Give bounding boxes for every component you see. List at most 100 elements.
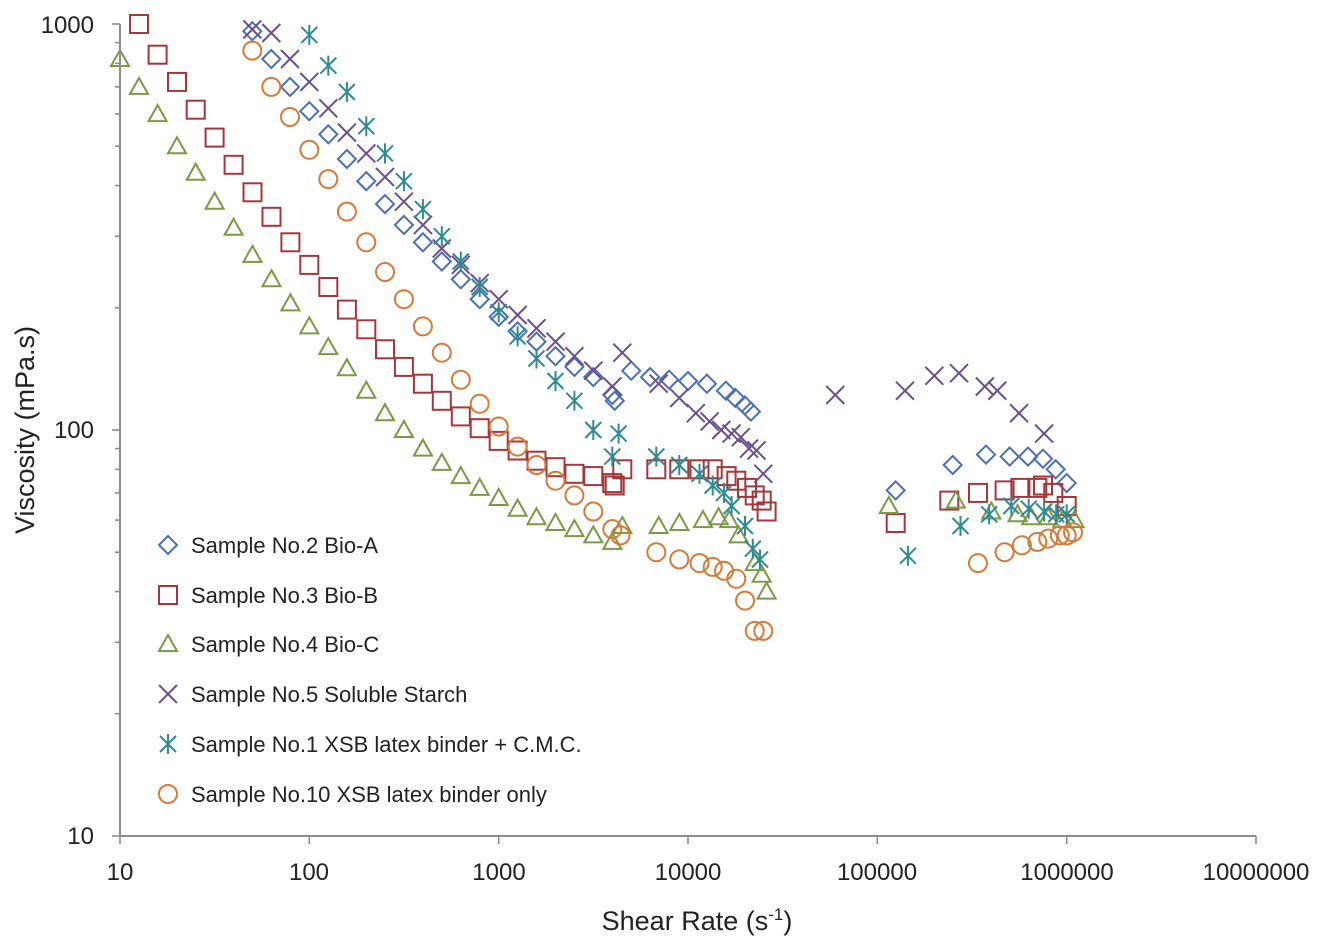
point-s3-25 <box>711 420 732 440</box>
legend-label-3: Sample No.5 Soluble Starch <box>191 682 467 707</box>
point-s5-28 <box>744 620 765 641</box>
point-s2-37 <box>878 494 900 514</box>
point-s4-7 <box>433 226 451 247</box>
point-s5-3 <box>299 139 320 160</box>
point-s2-17 <box>431 451 453 471</box>
point-s0-1 <box>260 48 282 70</box>
point-s3-6 <box>356 143 377 164</box>
legend-label-5: Sample No.10 XSB latex binder only <box>191 782 547 807</box>
point-s5-26 <box>726 568 747 589</box>
point-s4-2 <box>338 82 356 102</box>
point-s1-3 <box>185 99 206 120</box>
point-s1-6 <box>242 182 263 203</box>
point-s3-3 <box>299 72 320 92</box>
point-s5-15 <box>526 455 547 475</box>
point-s4-27 <box>899 545 917 566</box>
point-s4-10 <box>489 302 508 323</box>
point-s3-32 <box>895 380 915 401</box>
point-s3-15 <box>526 318 547 339</box>
point-s3-23 <box>686 403 706 423</box>
point-s3-16 <box>545 331 566 352</box>
point-s0-21 <box>620 360 642 382</box>
point-s4-23 <box>722 496 741 516</box>
point-s3-8 <box>394 191 414 212</box>
point-s4-4 <box>376 143 394 164</box>
point-s0-9 <box>412 231 434 253</box>
point-s0-12 <box>469 288 491 310</box>
x-tick-label-1000000: 1000000 <box>1020 859 1113 886</box>
point-s5-10 <box>431 342 452 363</box>
point-s4-25 <box>744 538 762 559</box>
legend-label-0: Sample No.2 Bio-A <box>191 533 378 558</box>
point-s4-18 <box>647 446 666 467</box>
point-s2-31 <box>707 506 730 526</box>
point-s1-26 <box>604 475 625 496</box>
point-s2-8 <box>260 268 283 288</box>
series-3 <box>242 19 1054 484</box>
point-s3-34 <box>949 363 969 383</box>
point-s4-14 <box>565 390 584 411</box>
point-s0-27 <box>724 387 746 409</box>
point-s5-32 <box>1011 535 1032 556</box>
point-s0-22 <box>639 366 661 388</box>
point-s4-21 <box>703 475 722 496</box>
point-s1-37 <box>756 501 777 522</box>
point-s0-35 <box>1032 448 1054 470</box>
point-s1-36 <box>751 490 772 511</box>
point-s1-2 <box>167 71 187 92</box>
x-axis-labels: 10 100 1000 10000 100000 1000000 1000000… <box>107 859 1310 886</box>
point-s3-38 <box>1034 423 1054 444</box>
point-s2-3 <box>166 135 188 155</box>
y-axis-ticks <box>112 23 120 837</box>
point-s5-33 <box>1027 531 1048 552</box>
point-s2-20 <box>487 486 510 506</box>
point-s3-20 <box>612 342 633 363</box>
series-2 <box>109 47 1086 600</box>
point-s0-34 <box>1017 446 1039 468</box>
point-s3-37 <box>1009 403 1029 423</box>
point-s4-30 <box>1002 496 1021 516</box>
point-s5-23 <box>689 553 710 574</box>
point-s2-18 <box>450 465 472 485</box>
point-s4-34 <box>1057 504 1076 525</box>
point-s5-8 <box>393 289 414 310</box>
point-s2-2 <box>146 103 169 123</box>
point-s0-24 <box>677 370 699 392</box>
point-s4-29 <box>980 504 998 525</box>
x-tick-label-10000: 10000 <box>655 859 722 886</box>
y-tick-label-100: 100 <box>54 417 94 444</box>
point-s1-43 <box>1027 477 1048 498</box>
point-s0-8 <box>393 214 415 236</box>
point-s1-21 <box>526 450 547 471</box>
legend-label-2: Sample No.4 Bio-C <box>191 632 379 657</box>
point-s3-21 <box>648 373 669 394</box>
y-tick-label-10: 10 <box>67 823 94 850</box>
legend: Sample No.2 Bio-A Sample No.3 Bio-B Samp… <box>157 533 582 807</box>
point-s4-16 <box>603 446 622 467</box>
point-s5-6 <box>356 232 377 253</box>
point-s5-37 <box>1063 522 1083 543</box>
x-tick-label-10000000: 10000000 <box>1203 859 1310 886</box>
point-s1-14 <box>393 356 414 377</box>
point-s2-27 <box>611 514 634 534</box>
point-s1-27 <box>612 459 633 480</box>
legend-marker-2 <box>157 632 179 652</box>
point-s4-1 <box>319 55 338 76</box>
point-s0-36 <box>1045 458 1067 480</box>
point-s4-26 <box>751 549 769 570</box>
point-s2-36 <box>755 580 778 600</box>
legend-marker-4 <box>159 734 177 754</box>
point-s1-16 <box>431 390 452 411</box>
point-s2-5 <box>203 190 226 210</box>
point-s4-22 <box>715 482 733 503</box>
point-s3-0 <box>242 19 263 40</box>
point-s0-10 <box>431 251 453 272</box>
point-s1-5 <box>223 154 244 175</box>
point-s0-20 <box>604 390 626 412</box>
legend-label-1: Sample No.3 Bio-B <box>191 583 378 608</box>
point-s5-31 <box>994 542 1015 563</box>
point-s2-7 <box>241 243 264 263</box>
point-s5-0 <box>242 40 263 61</box>
point-s5-29 <box>753 620 774 641</box>
